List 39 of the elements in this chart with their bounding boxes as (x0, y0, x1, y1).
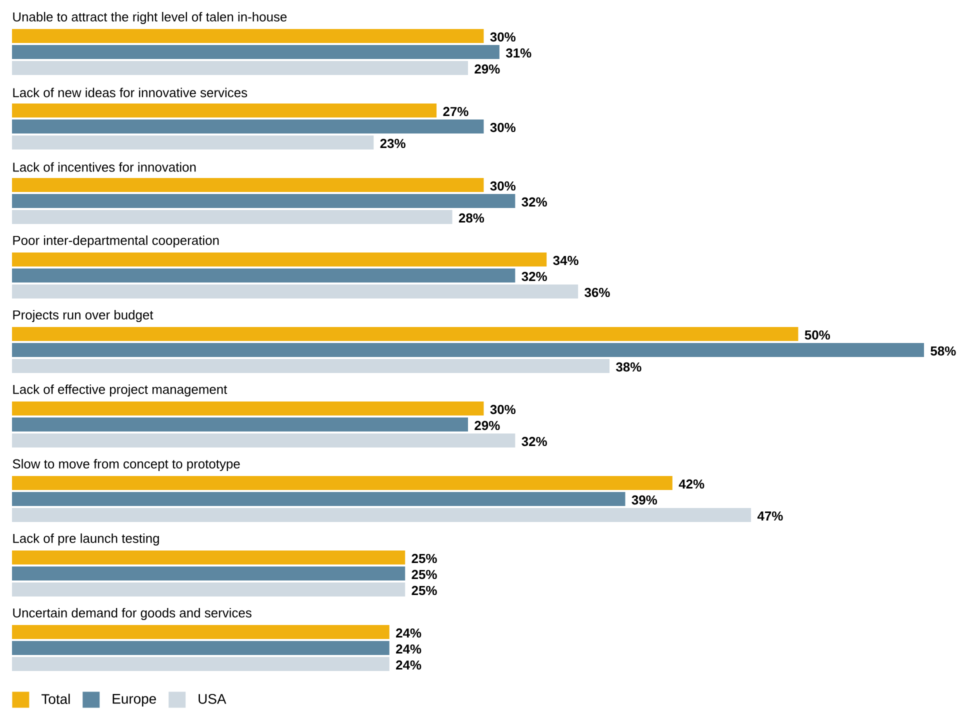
y-tick-label: Lack of effective project management (13, 384, 228, 397)
y-tick-label: Poor inter-departmental cooperation (13, 235, 219, 248)
data-label: 31% (506, 48, 532, 58)
data-label: 28% (458, 213, 484, 223)
legend-label: USA (198, 694, 226, 704)
data-label: 29% (474, 64, 500, 74)
legend-label: Europe (112, 694, 156, 707)
data-label: 25% (412, 570, 437, 580)
data-label: 27% (443, 106, 468, 116)
data-label: 24% (396, 628, 422, 638)
y-tick-label: Slow to move from concept to prototype (12, 458, 240, 472)
data-label: 24% (396, 660, 422, 670)
y-tick-label: Lack of incentives for innovation (13, 162, 196, 172)
data-label: 25% (412, 554, 437, 564)
y-tick-label: Uncertain demand for goods and services (13, 608, 252, 620)
data-label: 25% (412, 586, 437, 596)
data-label: 32% (522, 272, 547, 282)
data-label: 23% (380, 138, 406, 148)
legend-label: Total (42, 694, 70, 704)
data-label: 30% (490, 404, 516, 414)
data-label: 30% (490, 181, 516, 191)
y-tick-label: Projects run over budget (13, 310, 154, 322)
data-label: 30% (490, 32, 516, 42)
y-tick-label: Lack of pre launch testing (13, 533, 159, 546)
data-label: 30% (490, 122, 516, 132)
data-label: 24% (396, 644, 422, 654)
data-label: 29% (474, 420, 500, 430)
data-label: 32% (522, 436, 547, 446)
y-tick-label: Lack of new ideas for innovative services (13, 88, 248, 98)
data-label: 50% (804, 330, 830, 340)
data-label: 42% (678, 479, 704, 489)
data-label: 47% (757, 511, 783, 521)
data-label: 39% (632, 495, 658, 505)
data-label: 58% (930, 346, 956, 356)
data-label: 36% (584, 288, 610, 298)
data-label: 34% (553, 256, 578, 266)
data-label: 32% (522, 197, 547, 207)
y-tick-label: Unable to attract the right level of talen in-house (13, 12, 287, 24)
data-label: 38% (616, 362, 642, 372)
